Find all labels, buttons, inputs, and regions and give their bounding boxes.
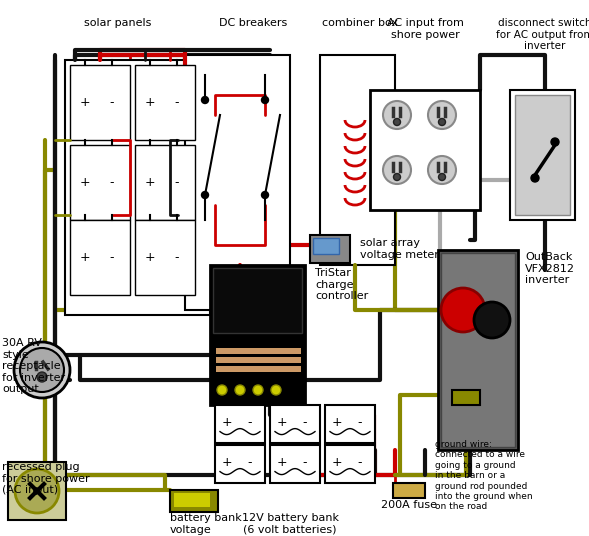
Text: -: -: [248, 415, 252, 429]
Circle shape: [201, 191, 209, 198]
Text: ground wire:
connected to a wire
going to a ground
in the barn or a
ground rod p: ground wire: connected to a wire going t…: [435, 440, 532, 511]
Text: -: -: [303, 456, 307, 468]
Text: +: +: [332, 415, 342, 429]
Bar: [170, 490, 218, 512]
Text: TriStar
charge
controller: TriStar charge controller: [315, 268, 368, 301]
Bar: [320, 55, 395, 265]
Text: -: -: [303, 415, 307, 429]
Text: +: +: [145, 96, 155, 109]
Text: solar array
voltage meter: solar array voltage meter: [360, 238, 439, 259]
Text: +: +: [145, 176, 155, 189]
Circle shape: [383, 101, 411, 129]
Circle shape: [15, 469, 59, 513]
Text: +: +: [80, 96, 90, 109]
Text: OutBack
VFX2812
inverter: OutBack VFX2812 inverter: [525, 252, 575, 285]
Circle shape: [441, 288, 485, 332]
Circle shape: [20, 348, 64, 392]
Text: 30A RV
style
receptacle
for inverter
output: 30A RV style receptacle for inverter out…: [2, 338, 65, 394]
Circle shape: [474, 302, 510, 338]
Bar: [216, 366, 301, 372]
Text: combiner box: combiner box: [322, 18, 398, 28]
Bar: [135, 220, 195, 295]
Bar: [210, 265, 305, 405]
Bar: [215, 445, 265, 483]
Circle shape: [551, 138, 559, 146]
Text: -: -: [175, 251, 179, 264]
Text: recessed plug
for shore power
(AC input): recessed plug for shore power (AC input): [2, 462, 90, 495]
Text: -: -: [110, 96, 114, 109]
Bar: [174, 493, 210, 507]
Bar: [510, 90, 575, 220]
Circle shape: [262, 191, 269, 198]
Text: 200A fuse: 200A fuse: [381, 500, 437, 510]
Bar: [135, 145, 195, 220]
Bar: [515, 95, 570, 215]
Bar: [310, 235, 350, 263]
Circle shape: [438, 118, 445, 125]
Bar: [70, 65, 130, 140]
Bar: [325, 405, 375, 443]
Bar: [370, 90, 480, 210]
Circle shape: [428, 101, 456, 129]
Text: -: -: [110, 176, 114, 189]
Text: AC input from
shore power: AC input from shore power: [386, 18, 464, 40]
Text: solar panels: solar panels: [84, 18, 152, 28]
Circle shape: [217, 385, 227, 395]
Circle shape: [383, 156, 411, 184]
Text: battery bank
voltage
meter: battery bank voltage meter: [170, 513, 241, 536]
Text: -: -: [358, 456, 362, 468]
Bar: [216, 348, 301, 354]
Circle shape: [428, 156, 456, 184]
Bar: [438, 250, 518, 450]
Circle shape: [262, 96, 269, 103]
Bar: [213, 268, 302, 333]
Circle shape: [271, 385, 281, 395]
Bar: [393, 483, 425, 498]
Bar: [8, 462, 66, 520]
Text: 12V battery bank
(6 volt batteries): 12V battery bank (6 volt batteries): [241, 513, 339, 534]
Bar: [270, 445, 320, 483]
Text: +: +: [277, 415, 287, 429]
Bar: [70, 220, 130, 295]
Bar: [70, 145, 130, 220]
Circle shape: [393, 174, 401, 181]
Circle shape: [393, 118, 401, 125]
Text: -: -: [175, 96, 179, 109]
Bar: [135, 65, 195, 140]
Bar: [215, 405, 265, 443]
Text: -: -: [175, 176, 179, 189]
Bar: [216, 357, 301, 363]
Bar: [441, 253, 515, 447]
Text: +: +: [80, 251, 90, 264]
Text: disconnect switch
for AC output from
inverter: disconnect switch for AC output from inv…: [497, 18, 589, 51]
Circle shape: [14, 342, 70, 398]
Text: -: -: [110, 251, 114, 264]
Text: +: +: [221, 415, 232, 429]
Circle shape: [235, 385, 245, 395]
Text: DC breakers: DC breakers: [219, 18, 287, 28]
Text: +: +: [277, 456, 287, 468]
Text: +: +: [221, 456, 232, 468]
Bar: [65, 60, 210, 315]
Bar: [313, 238, 339, 254]
Circle shape: [253, 385, 263, 395]
Text: +: +: [332, 456, 342, 468]
Circle shape: [531, 174, 539, 182]
Text: +: +: [80, 176, 90, 189]
Circle shape: [201, 96, 209, 103]
Text: +: +: [145, 251, 155, 264]
Bar: [185, 55, 290, 310]
Text: -: -: [358, 415, 362, 429]
Text: -: -: [248, 456, 252, 468]
Bar: [452, 390, 480, 405]
Bar: [270, 405, 320, 443]
Circle shape: [438, 174, 445, 181]
Bar: [325, 445, 375, 483]
Circle shape: [37, 372, 47, 382]
